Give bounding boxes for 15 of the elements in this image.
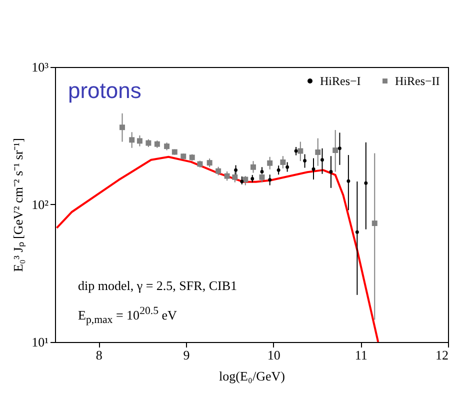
x-tick-label: 8 [96, 348, 102, 362]
legend-label: HiRes−I [320, 74, 361, 88]
y-axis-title: E₀³ Jₚ [GeV² cm⁻² s⁻¹ sr⁻¹] [10, 138, 27, 272]
y-tick-label: 10³ [32, 60, 49, 74]
x-axis-title: log(E₀/GeV) [219, 368, 285, 384]
y-tick-label: 10¹ [32, 334, 49, 350]
annotation: protons [68, 78, 142, 104]
y-tick-label: 10² [32, 197, 49, 212]
annotation: E$_{p,max}$ = 10$^{20.5}$ eV [78, 305, 177, 326]
x-tick-label: 12 [436, 348, 448, 362]
x-tick-label: 10 [267, 348, 280, 362]
x-tick-label: 11 [354, 348, 368, 362]
x-tick-label: 9 [183, 348, 190, 362]
annotation: dip model, γ = 2.5, SFR, CIB1 [78, 278, 237, 294]
legend-label: HiRes−II [395, 74, 440, 88]
